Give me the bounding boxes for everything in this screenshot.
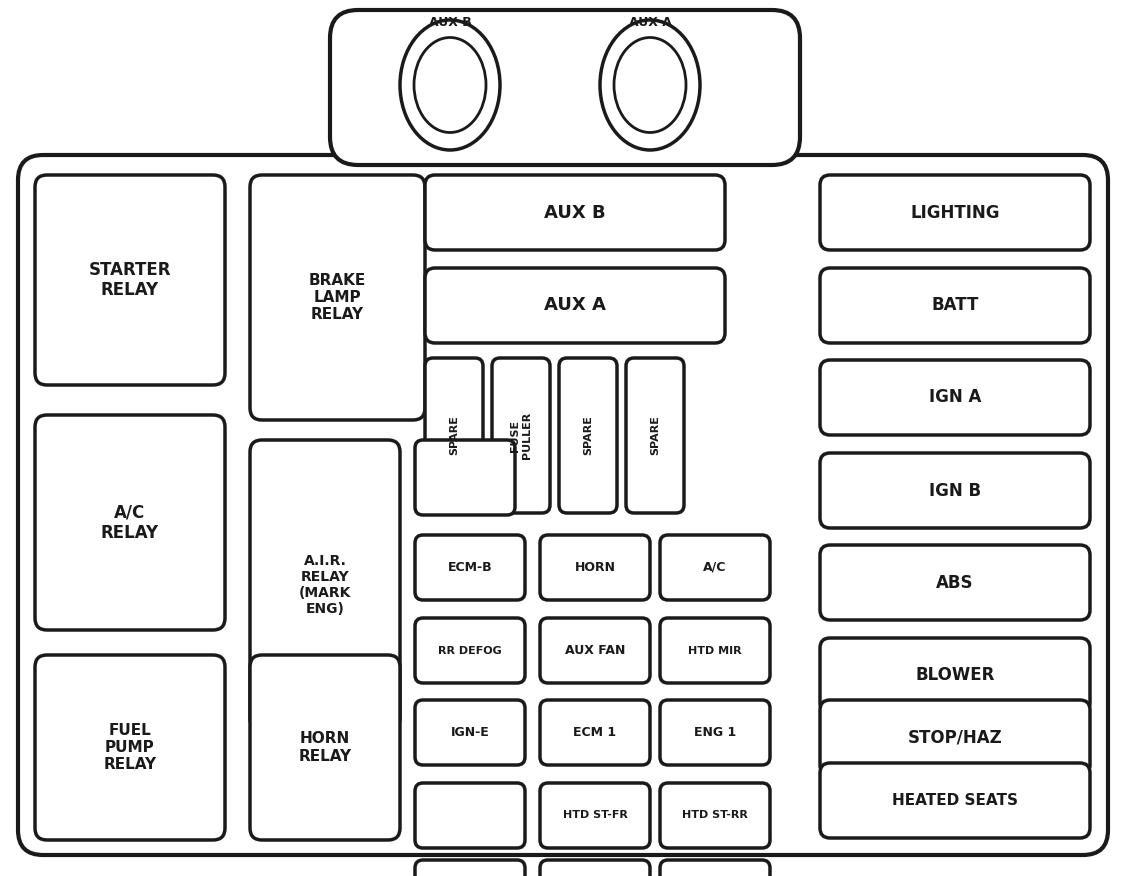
- Text: AUX A: AUX A: [628, 16, 671, 29]
- FancyBboxPatch shape: [35, 415, 225, 630]
- FancyBboxPatch shape: [415, 700, 525, 765]
- FancyBboxPatch shape: [415, 535, 525, 600]
- FancyBboxPatch shape: [626, 358, 683, 513]
- FancyBboxPatch shape: [250, 655, 400, 840]
- FancyBboxPatch shape: [660, 783, 770, 848]
- FancyBboxPatch shape: [558, 358, 617, 513]
- Text: AUX FAN: AUX FAN: [565, 644, 625, 657]
- Text: STOP/HAZ: STOP/HAZ: [908, 729, 1002, 746]
- Ellipse shape: [600, 20, 700, 150]
- Ellipse shape: [414, 38, 486, 132]
- FancyBboxPatch shape: [492, 358, 549, 513]
- Text: AUX B: AUX B: [429, 16, 472, 29]
- FancyBboxPatch shape: [660, 618, 770, 683]
- FancyBboxPatch shape: [660, 700, 770, 765]
- Text: A.I.R.
RELAY
(MARK
ENG): A.I.R. RELAY (MARK ENG): [298, 554, 351, 617]
- Text: AUX B: AUX B: [544, 203, 606, 222]
- FancyBboxPatch shape: [660, 535, 770, 600]
- Text: ENG 1: ENG 1: [694, 726, 736, 739]
- Text: HEATED SEATS: HEATED SEATS: [892, 793, 1018, 808]
- Text: SPARE: SPARE: [583, 415, 593, 456]
- Ellipse shape: [400, 20, 500, 150]
- FancyBboxPatch shape: [820, 545, 1090, 620]
- FancyBboxPatch shape: [35, 175, 225, 385]
- Text: BATT: BATT: [931, 296, 978, 314]
- FancyBboxPatch shape: [820, 268, 1090, 343]
- FancyBboxPatch shape: [425, 175, 725, 250]
- FancyBboxPatch shape: [540, 700, 650, 765]
- FancyBboxPatch shape: [820, 700, 1090, 775]
- Text: STARTER
RELAY: STARTER RELAY: [89, 260, 171, 300]
- Text: FUSE
PULLER: FUSE PULLER: [510, 412, 531, 459]
- Text: A/C
RELAY: A/C RELAY: [101, 503, 159, 542]
- FancyBboxPatch shape: [250, 440, 400, 730]
- Text: IGN-E: IGN-E: [450, 726, 490, 739]
- FancyBboxPatch shape: [660, 860, 770, 876]
- FancyBboxPatch shape: [820, 638, 1090, 713]
- FancyBboxPatch shape: [425, 268, 725, 343]
- FancyBboxPatch shape: [540, 783, 650, 848]
- Text: SPARE: SPARE: [650, 415, 660, 456]
- Text: ECM-B: ECM-B: [448, 561, 492, 574]
- FancyBboxPatch shape: [540, 535, 650, 600]
- Text: BRAKE
LAMP
RELAY: BRAKE LAMP RELAY: [309, 272, 366, 322]
- Text: AUX A: AUX A: [544, 296, 606, 314]
- FancyBboxPatch shape: [820, 360, 1090, 435]
- FancyBboxPatch shape: [820, 453, 1090, 528]
- FancyBboxPatch shape: [820, 175, 1090, 250]
- FancyBboxPatch shape: [18, 155, 1108, 855]
- Text: RR DEFOG: RR DEFOG: [438, 646, 502, 655]
- FancyBboxPatch shape: [540, 618, 650, 683]
- FancyBboxPatch shape: [415, 860, 525, 876]
- Text: HORN
RELAY: HORN RELAY: [298, 731, 351, 764]
- FancyBboxPatch shape: [250, 175, 425, 420]
- Text: HORN: HORN: [574, 561, 616, 574]
- FancyBboxPatch shape: [415, 618, 525, 683]
- Text: ABS: ABS: [936, 574, 974, 591]
- Text: HTD ST-FR: HTD ST-FR: [563, 810, 627, 821]
- Text: A/C: A/C: [704, 561, 726, 574]
- FancyBboxPatch shape: [415, 440, 515, 515]
- Text: LIGHTING: LIGHTING: [910, 203, 1000, 222]
- Text: HTD MIR: HTD MIR: [688, 646, 742, 655]
- FancyBboxPatch shape: [820, 763, 1090, 838]
- FancyBboxPatch shape: [415, 783, 525, 848]
- FancyBboxPatch shape: [540, 860, 650, 876]
- Text: IGN A: IGN A: [929, 388, 981, 406]
- Text: FUEL
PUMP
RELAY: FUEL PUMP RELAY: [104, 723, 157, 773]
- FancyBboxPatch shape: [360, 152, 770, 160]
- Text: BLOWER: BLOWER: [915, 667, 994, 684]
- Text: IGN B: IGN B: [929, 482, 981, 499]
- FancyBboxPatch shape: [330, 10, 799, 165]
- Text: HTD ST-RR: HTD ST-RR: [682, 810, 748, 821]
- Ellipse shape: [614, 38, 686, 132]
- FancyBboxPatch shape: [425, 358, 483, 513]
- FancyBboxPatch shape: [35, 655, 225, 840]
- Text: ECM 1: ECM 1: [573, 726, 617, 739]
- Text: SPARE: SPARE: [449, 415, 459, 456]
